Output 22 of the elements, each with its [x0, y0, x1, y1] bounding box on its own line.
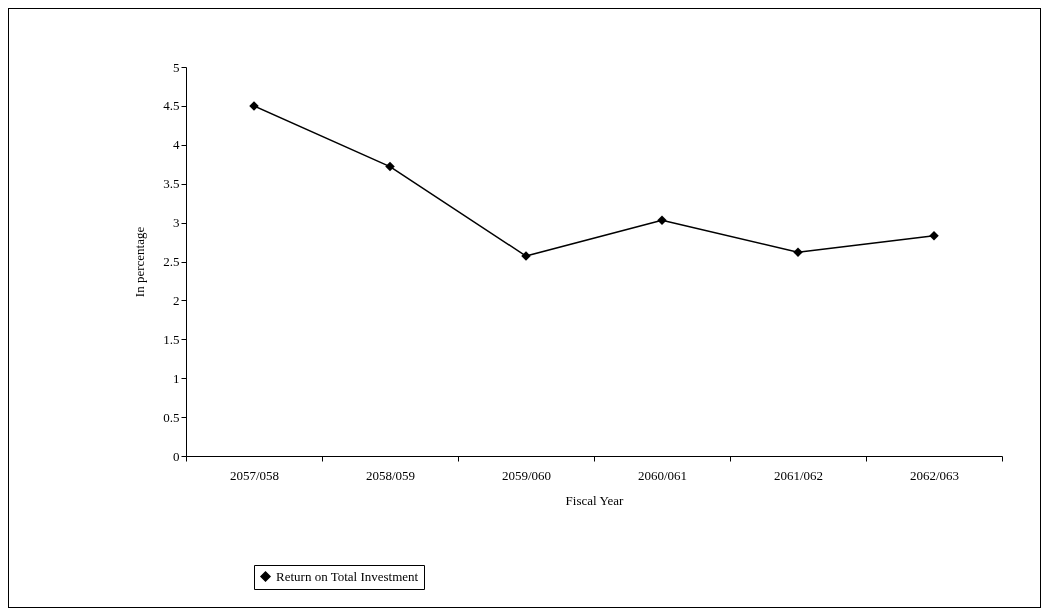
x-tick-label: 2057/058	[229, 467, 280, 483]
x-tick-label: 2058/059	[365, 467, 416, 483]
y-tick-label: 0	[173, 448, 180, 464]
y-tick-label: 5	[173, 59, 180, 75]
legend-label: Return on Total Investment	[276, 568, 419, 584]
y-axis-title: In percentage	[132, 226, 148, 298]
y-tick-label: 4	[173, 137, 180, 153]
x-tick-label: 2059/060	[501, 467, 552, 483]
point	[385, 161, 395, 172]
y-tick-label: 2.5	[163, 254, 180, 269]
x-tick-label: 2061/062	[773, 467, 824, 483]
y-tick-label: 3	[173, 215, 180, 231]
point	[657, 215, 667, 226]
x-tick-label: 2062/063	[909, 467, 960, 483]
y-tick-label: 1.5	[163, 331, 180, 347]
y-tick-label: 0.5	[163, 409, 180, 425]
y-tick-label: 4.5	[163, 98, 180, 114]
y-tick-label: 3.5	[163, 176, 180, 192]
x-axis-title: Fiscal Year	[565, 492, 625, 508]
y-tick-label: 1	[173, 370, 180, 386]
y-tick-label: 2	[173, 292, 180, 308]
x-tick-label: 2060/061	[637, 467, 688, 483]
